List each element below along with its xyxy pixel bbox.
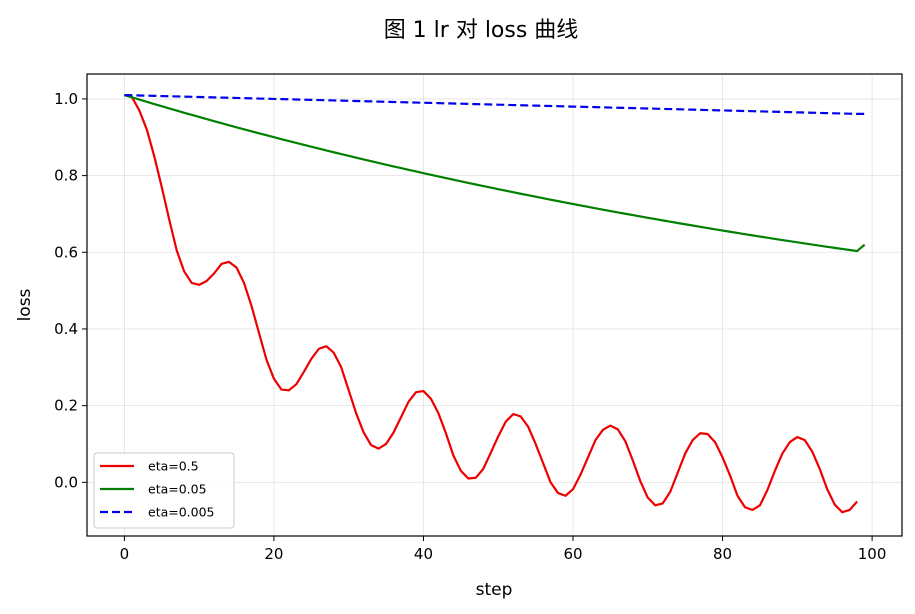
x-tick-label: 100 — [858, 545, 887, 563]
y-tick-label: 1.0 — [54, 90, 78, 108]
legend-label-2: eta=0.005 — [148, 505, 215, 520]
x-tick-label: 40 — [414, 545, 433, 563]
x-tick-label: 0 — [120, 545, 130, 563]
x-axis-label: step — [476, 580, 513, 600]
y-tick-label: 0.6 — [54, 243, 78, 261]
y-tick-label: 0.8 — [54, 167, 78, 185]
y-tick-label: 0.4 — [54, 320, 78, 338]
x-tick-label: 80 — [713, 545, 732, 563]
x-tick-label: 20 — [264, 545, 283, 563]
plot-frame — [86, 73, 903, 537]
legend-label-0: eta=0.5 — [148, 459, 199, 474]
legend-box — [93, 452, 235, 529]
x-axis: 0 20 40 60 80 100 — [120, 536, 887, 563]
legend: eta=0.5 eta=0.05 eta=0.005 — [93, 452, 235, 529]
series-layer — [124, 93, 866, 514]
legend-label-1: eta=0.05 — [148, 482, 207, 497]
y-axis-label: loss — [15, 288, 35, 321]
chart-title: 图 1 lr 对 loss 曲线 — [384, 18, 579, 43]
y-tick-label: 0.0 — [54, 473, 78, 491]
series-line-1 — [124, 94, 866, 253]
y-axis: 0.0 0.2 0.4 0.6 0.8 1.0 — [54, 90, 87, 491]
y-tick-label: 0.2 — [54, 397, 78, 415]
series-line-0 — [124, 94, 858, 514]
series-line-2 — [124, 93, 865, 115]
x-tick-label: 60 — [563, 545, 582, 563]
